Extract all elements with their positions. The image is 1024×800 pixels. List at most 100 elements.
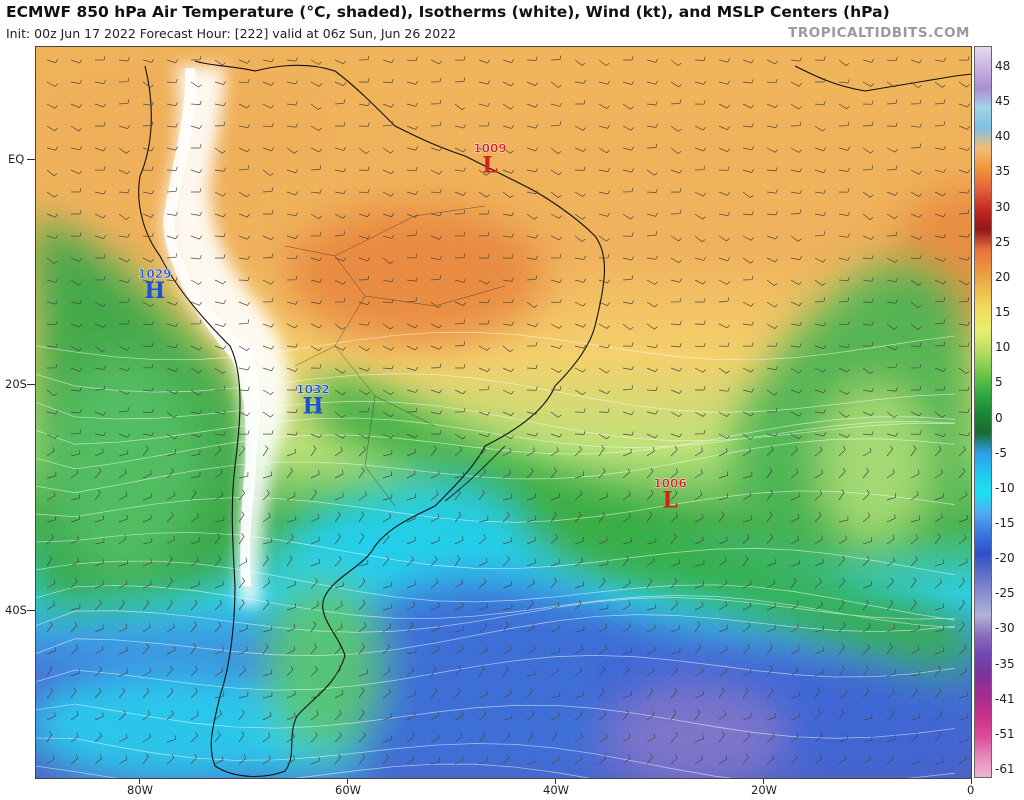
wind-barb [862,100,874,105]
wind-barb [478,121,490,127]
wind-barb [718,645,728,655]
wind-barb [190,100,202,105]
wind-barb [670,389,683,394]
wind-barb [454,301,467,306]
wind-barb [526,622,535,633]
wind-barb [238,754,247,765]
colorbar-label: 0 [995,410,1003,425]
wind-barb [886,623,896,633]
low-pressure-marker: L [482,152,497,178]
wind-barb [646,386,658,391]
wind-barb [790,147,802,153]
wind-barb [574,691,584,699]
wind-barb [862,58,875,63]
wind-barb [814,345,827,350]
low-pressure-marker: L [662,488,677,514]
wind-barb [766,445,774,457]
wind-barb [190,55,202,61]
wind-barb [646,710,655,721]
wind-barb [70,59,83,64]
wind-barb [622,125,634,131]
wind-barb [430,578,439,589]
wind-barb [838,433,851,438]
wind-barb [502,169,515,174]
wind-barb [406,146,419,151]
wind-barb [166,367,179,372]
wind-barb [262,411,274,418]
wind-barb [646,279,658,285]
wind-barb [334,732,342,743]
wind-barb [790,168,803,173]
wind-barb [910,490,919,501]
wind-barb [310,643,317,655]
wind-barb [622,754,631,765]
wind-barb [358,622,367,633]
wind-barb [142,81,154,88]
wind-barb [742,433,754,440]
wind-barb [502,580,512,589]
wind-barb [742,515,752,523]
wind-barb [94,687,102,699]
wind-barb [430,555,438,567]
wind-barb [766,732,775,743]
wind-barb [238,191,250,198]
wind-barb [574,235,586,243]
wind-barb [934,367,947,373]
wind-barb [142,257,154,263]
wind-barb [238,646,248,655]
wind-barb [550,533,558,545]
wind-barb [910,169,922,175]
map-frame [35,46,972,779]
wind-barb [862,687,870,699]
wind-barb [454,389,467,395]
wind-barb [214,59,226,66]
wind-barb [814,668,824,677]
wind-barb [766,323,778,330]
wind-barb [910,81,922,89]
wind-barb [358,731,366,743]
wind-barb [382,713,392,721]
wind-barb [934,297,946,303]
wind-barb [550,253,562,259]
wind-barb [502,389,514,395]
wind-barb [334,122,346,127]
wind-barb [310,666,318,677]
wind-barb [430,445,437,457]
wind-barb [958,599,966,611]
wind-barb [382,603,393,611]
wind-barb [430,77,442,83]
wind-barb [862,447,872,457]
wind-barb [238,599,245,611]
wind-barb [526,342,538,347]
wind-barb [838,689,848,699]
wind-barb [454,77,466,83]
wind-barb [766,533,774,545]
wind-barb [718,342,730,347]
wind-barb [694,602,704,611]
wind-barb [262,147,275,152]
wind-barb [598,733,608,743]
wind-barb [670,445,678,457]
wind-barb [478,710,487,721]
wind-barb [526,493,536,501]
wind-barb [430,513,440,523]
wind-barb [550,667,559,677]
wind-barb [70,79,82,84]
wind-barb [70,621,78,633]
wind-barb [934,513,944,523]
wind-barb [286,101,298,106]
wind-barb [118,233,130,238]
wind-barb [910,323,922,330]
wind-barb [838,665,845,677]
wind-barb [838,516,849,523]
wind-barb [406,470,416,479]
wind-barb [550,624,560,633]
wind-barb [382,389,394,396]
wind-barb [406,253,418,259]
wind-barb [262,367,275,372]
wind-barb [310,601,319,611]
wind-barb [166,754,175,765]
wind-barb [646,58,659,63]
wind-barb [550,55,562,61]
wind-barb [358,188,370,194]
